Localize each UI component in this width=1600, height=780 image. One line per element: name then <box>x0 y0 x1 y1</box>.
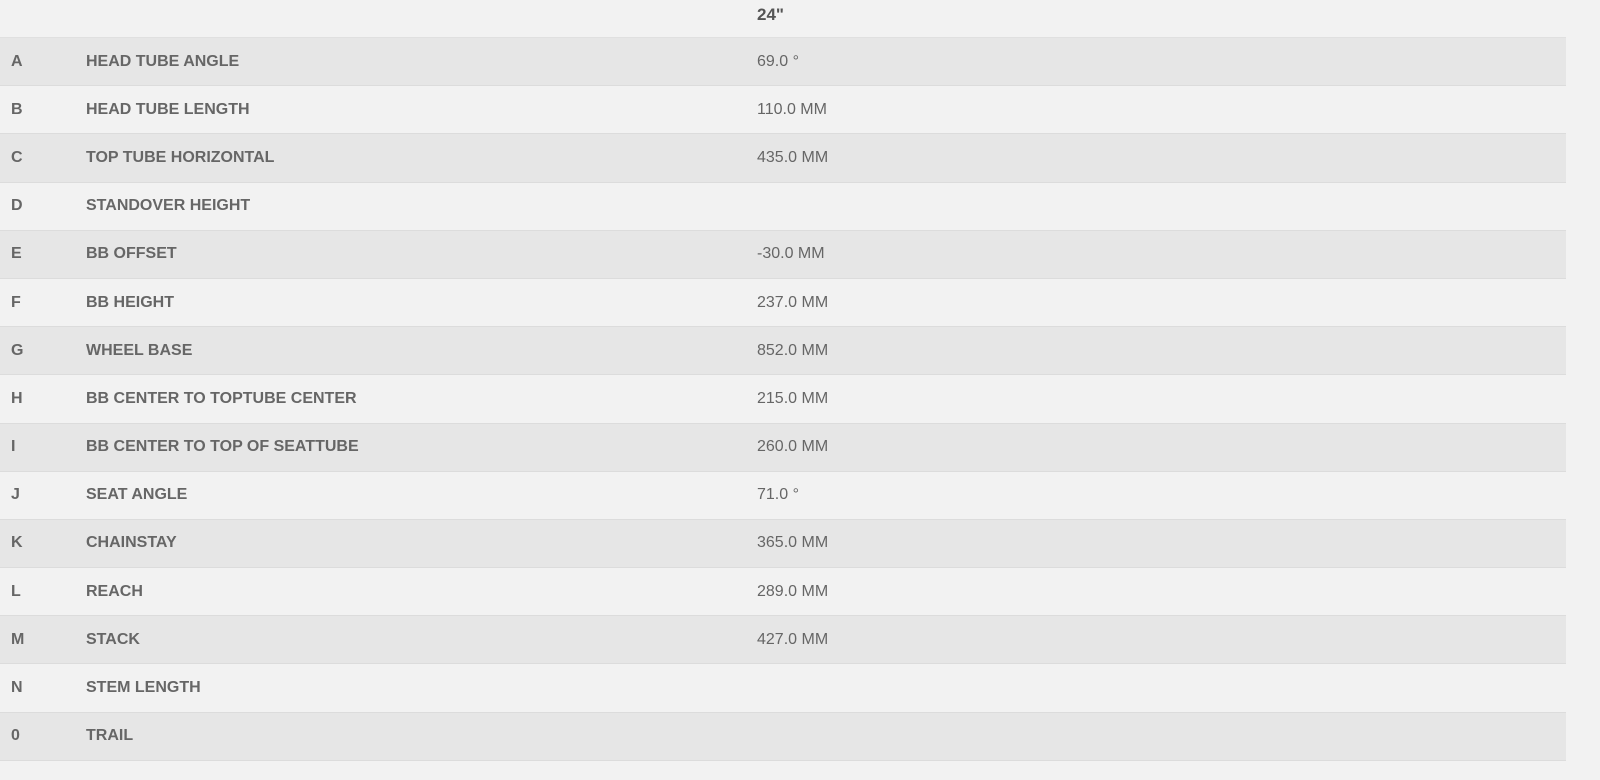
table-row: N STEM LENGTH <box>0 664 1566 713</box>
table-row: L REACH 289.0 MM <box>0 568 1566 617</box>
row-letter: G <box>11 341 24 359</box>
row-letter: A <box>11 52 23 70</box>
table-row: 0 TRAIL <box>0 712 1566 761</box>
row-label: WHEEL BASE <box>86 341 193 359</box>
table-row: B HEAD TUBE LENGTH 110.0 MM <box>0 86 1566 135</box>
table-header: 24" <box>0 0 1566 38</box>
row-label: TOP TUBE HORIZONTAL <box>86 148 275 166</box>
row-letter: B <box>11 100 23 118</box>
row-value: 427.0 MM <box>757 630 829 648</box>
row-value: 69.0 ° <box>757 52 799 70</box>
table-row: A HEAD TUBE ANGLE 69.0 ° <box>0 38 1566 87</box>
row-letter: N <box>11 679 23 697</box>
row-value: 435.0 MM <box>757 148 829 166</box>
row-letter: 0 <box>11 727 20 745</box>
row-value: 260.0 MM <box>757 438 829 456</box>
row-label: SEAT ANGLE <box>86 486 188 504</box>
row-value: 110.0 MM <box>757 100 827 118</box>
table-row: K CHAINSTAY 365.0 MM <box>0 519 1566 569</box>
row-label: BB HEIGHT <box>86 293 174 311</box>
table-row: J SEAT ANGLE 71.0 ° <box>0 471 1566 520</box>
table-body: A HEAD TUBE ANGLE 69.0 ° B HEAD TUBE LENGTH 1… <box>0 38 1566 761</box>
row-letter: D <box>11 197 23 215</box>
row-label: BB CENTER TO TOP OF SEATTUBE <box>86 438 359 456</box>
row-label: STANDOVER HEIGHT <box>86 197 251 215</box>
table-row: I BB CENTER TO TOP OF SEATTUBE 260.0 MM <box>0 423 1566 472</box>
row-value: 365.0 MM <box>757 534 829 552</box>
row-letter: K <box>11 534 23 552</box>
row-letter: H <box>11 389 23 407</box>
row-label: STEM LENGTH <box>86 679 201 697</box>
row-value: 71.0 ° <box>757 486 799 504</box>
row-letter: J <box>11 486 20 504</box>
row-label: BB OFFSET <box>86 245 177 263</box>
row-label: TRAIL <box>86 727 134 745</box>
table-row: E BB OFFSET -30.0 MM <box>0 230 1566 279</box>
row-value: 852.0 MM <box>757 341 829 359</box>
row-letter: M <box>11 630 25 648</box>
row-label: REACH <box>86 582 143 600</box>
geometry-table: 24" A HEAD TUBE ANGLE 69.0 ° B HEAD TUBE LEN… <box>0 0 1566 761</box>
row-label: HEAD TUBE ANGLE <box>86 52 240 70</box>
row-value: 289.0 MM <box>757 582 829 600</box>
size-column-header: 24" <box>757 5 784 24</box>
table-row: G WHEEL BASE 852.0 MM <box>0 327 1566 376</box>
row-value: -30.0 MM <box>757 245 825 263</box>
row-label: HEAD TUBE LENGTH <box>86 100 250 118</box>
row-value: 215.0 MM <box>757 389 829 407</box>
row-value: 237.0 MM <box>757 293 829 311</box>
row-label: STACK <box>86 630 140 648</box>
table-row: M STACK 427.0 MM <box>0 616 1566 665</box>
table-row: F BB HEIGHT 237.0 MM <box>0 278 1566 328</box>
row-label: BB CENTER TO TOPTUBE CENTER <box>86 389 357 407</box>
row-letter: E <box>11 245 22 263</box>
table-row: H BB CENTER TO TOPTUBE CENTER 215.0 MM <box>0 375 1566 424</box>
table-row: D STANDOVER HEIGHT <box>0 182 1566 231</box>
row-letter: I <box>11 438 16 456</box>
row-letter: L <box>11 582 21 600</box>
row-letter: C <box>11 148 23 166</box>
row-letter: F <box>11 293 21 311</box>
table-row: C TOP TUBE HORIZONTAL 435.0 MM <box>0 134 1566 183</box>
row-label: CHAINSTAY <box>86 534 177 552</box>
